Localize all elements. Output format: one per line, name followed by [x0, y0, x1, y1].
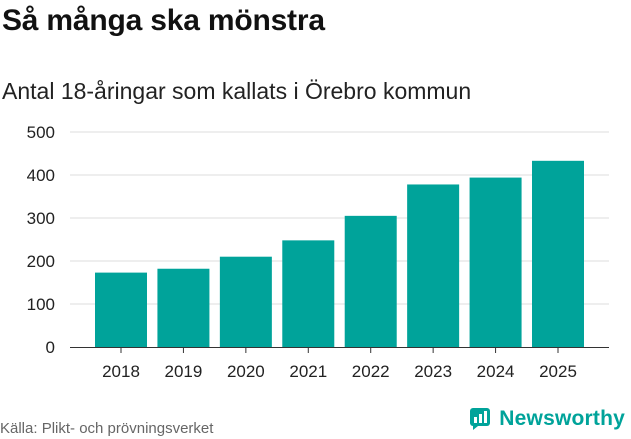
- y-tick-label: 500: [27, 123, 55, 142]
- chart-subtitle: Antal 18-åringar som kallats i Örebro ko…: [2, 78, 472, 104]
- x-tick-label: 2020: [227, 362, 265, 381]
- bar-2023: [407, 184, 460, 347]
- bar-2022: [344, 215, 397, 347]
- x-axis-ticks: 2018 2019 2020 2021 2022 2023 2024 2025: [102, 347, 577, 381]
- bar-2024: [469, 177, 522, 347]
- bars: [95, 160, 584, 347]
- newsworthy-logo-icon: [470, 408, 491, 430]
- x-tick-label: 2024: [477, 362, 515, 381]
- bar-2025: [532, 160, 584, 347]
- x-tick-label: 2025: [539, 362, 577, 381]
- y-tick-label: 100: [27, 295, 55, 314]
- x-tick-label: 2021: [289, 362, 327, 381]
- chart-title: Så många ska mönstra: [2, 4, 325, 37]
- bar-2021: [282, 240, 335, 347]
- bar-2018: [95, 272, 147, 347]
- x-tick-label: 2022: [352, 362, 390, 381]
- source-note: Källa: Plikt- och prövningsverket: [0, 420, 214, 437]
- bar-2019: [157, 268, 210, 347]
- x-tick-label: 2018: [102, 362, 140, 381]
- y-tick-label: 0: [46, 338, 55, 357]
- x-tick-label: 2019: [165, 362, 203, 381]
- bar-2020: [219, 256, 272, 347]
- y-tick-label: 400: [27, 166, 55, 185]
- newsworthy-brand: Newsworthy: [469, 407, 625, 431]
- gridlines: [70, 131, 609, 305]
- y-tick-label: 300: [27, 209, 55, 228]
- x-tick-label: 2023: [414, 362, 452, 381]
- y-tick-label: 200: [27, 252, 55, 271]
- brand-name: Newsworthy: [499, 407, 625, 430]
- y-axis-ticks: 0 100 200 300 400 500: [27, 123, 55, 357]
